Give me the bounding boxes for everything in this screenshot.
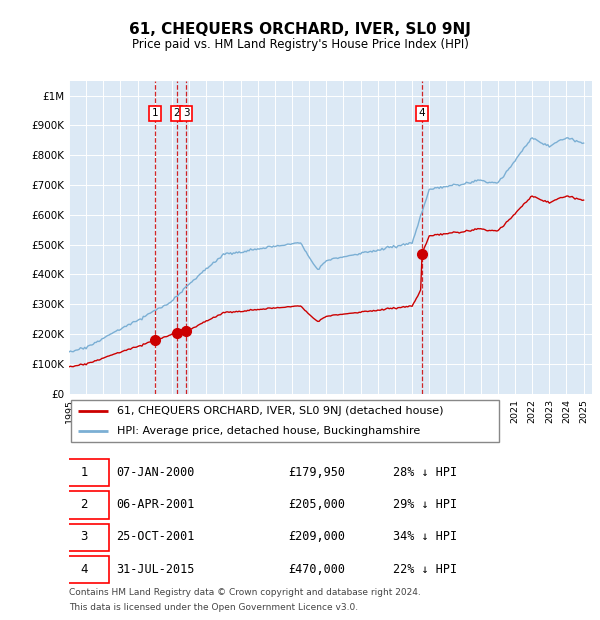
Text: Price paid vs. HM Land Registry's House Price Index (HPI): Price paid vs. HM Land Registry's House …: [131, 38, 469, 51]
Text: 4: 4: [419, 108, 425, 118]
Text: 1: 1: [152, 108, 158, 118]
Text: 61, CHEQUERS ORCHARD, IVER, SL0 9NJ (detached house): 61, CHEQUERS ORCHARD, IVER, SL0 9NJ (det…: [116, 405, 443, 416]
Text: £470,000: £470,000: [288, 563, 345, 575]
Text: £209,000: £209,000: [288, 531, 345, 543]
Text: 06-APR-2001: 06-APR-2001: [116, 498, 194, 511]
FancyBboxPatch shape: [71, 400, 499, 442]
Text: 34% ↓ HPI: 34% ↓ HPI: [392, 531, 457, 543]
Text: 29% ↓ HPI: 29% ↓ HPI: [392, 498, 457, 511]
FancyBboxPatch shape: [59, 523, 109, 551]
Text: 3: 3: [182, 108, 190, 118]
Text: 22% ↓ HPI: 22% ↓ HPI: [392, 563, 457, 575]
Text: 2: 2: [80, 498, 88, 511]
Text: Contains HM Land Registry data © Crown copyright and database right 2024.: Contains HM Land Registry data © Crown c…: [69, 588, 421, 597]
FancyBboxPatch shape: [59, 491, 109, 519]
Text: 07-JAN-2000: 07-JAN-2000: [116, 466, 194, 479]
Text: £179,950: £179,950: [288, 466, 345, 479]
Text: 4: 4: [80, 563, 88, 575]
Text: 2: 2: [173, 108, 180, 118]
Text: 31-JUL-2015: 31-JUL-2015: [116, 563, 194, 575]
Text: 3: 3: [80, 531, 88, 543]
Text: HPI: Average price, detached house, Buckinghamshire: HPI: Average price, detached house, Buck…: [116, 426, 420, 436]
Text: This data is licensed under the Open Government Licence v3.0.: This data is licensed under the Open Gov…: [69, 603, 358, 612]
FancyBboxPatch shape: [59, 556, 109, 583]
Text: £205,000: £205,000: [288, 498, 345, 511]
Text: 25-OCT-2001: 25-OCT-2001: [116, 531, 194, 543]
Text: 28% ↓ HPI: 28% ↓ HPI: [392, 466, 457, 479]
Text: 1: 1: [80, 466, 88, 479]
Text: 61, CHEQUERS ORCHARD, IVER, SL0 9NJ: 61, CHEQUERS ORCHARD, IVER, SL0 9NJ: [129, 22, 471, 37]
FancyBboxPatch shape: [59, 459, 109, 487]
